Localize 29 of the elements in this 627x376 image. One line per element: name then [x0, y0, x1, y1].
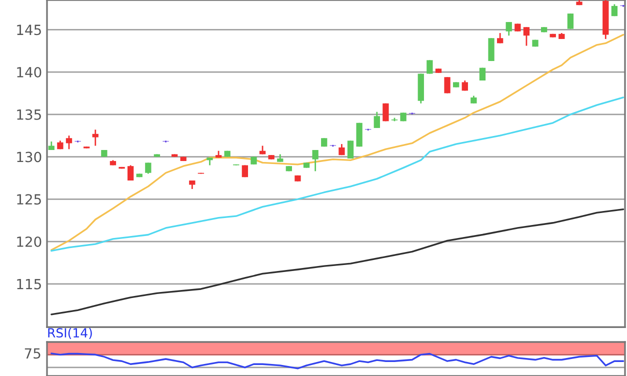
candlestick: [409, 112, 416, 116]
candlestick: [162, 140, 169, 144]
y-tick-label: 140: [17, 67, 42, 78]
y-tick-label: 120: [17, 236, 42, 247]
candlestick: [145, 162, 152, 174]
text: 75: [24, 348, 40, 359]
candlestick: [506, 21, 512, 36]
y-tick-label: 130: [17, 152, 42, 162]
y-tick-label: 115: [17, 279, 41, 290]
candlestick: [374, 111, 380, 129]
candlestick: [74, 140, 81, 144]
candlestick: [347, 140, 354, 160]
y-tick-label: 135: [17, 109, 41, 120]
candlestick: [66, 134, 72, 150]
line-series: [50, 34, 624, 251]
candlestick: [567, 12, 574, 30]
line-series: [50, 208, 624, 316]
candlestick: [523, 26, 530, 46]
candlestick: [426, 59, 433, 74]
candlestick: [128, 164, 134, 182]
candlestick: [444, 76, 450, 94]
candlestick: [620, 4, 625, 8]
candlestick: [312, 149, 318, 172]
candlestick: [92, 128, 98, 146]
y-tick-label: 145: [17, 24, 41, 36]
y-tick-label: 125: [17, 194, 41, 205]
line-series: [50, 96, 624, 252]
candlestick: [488, 37, 494, 62]
chart-title: RSI(14): [48, 328, 92, 340]
